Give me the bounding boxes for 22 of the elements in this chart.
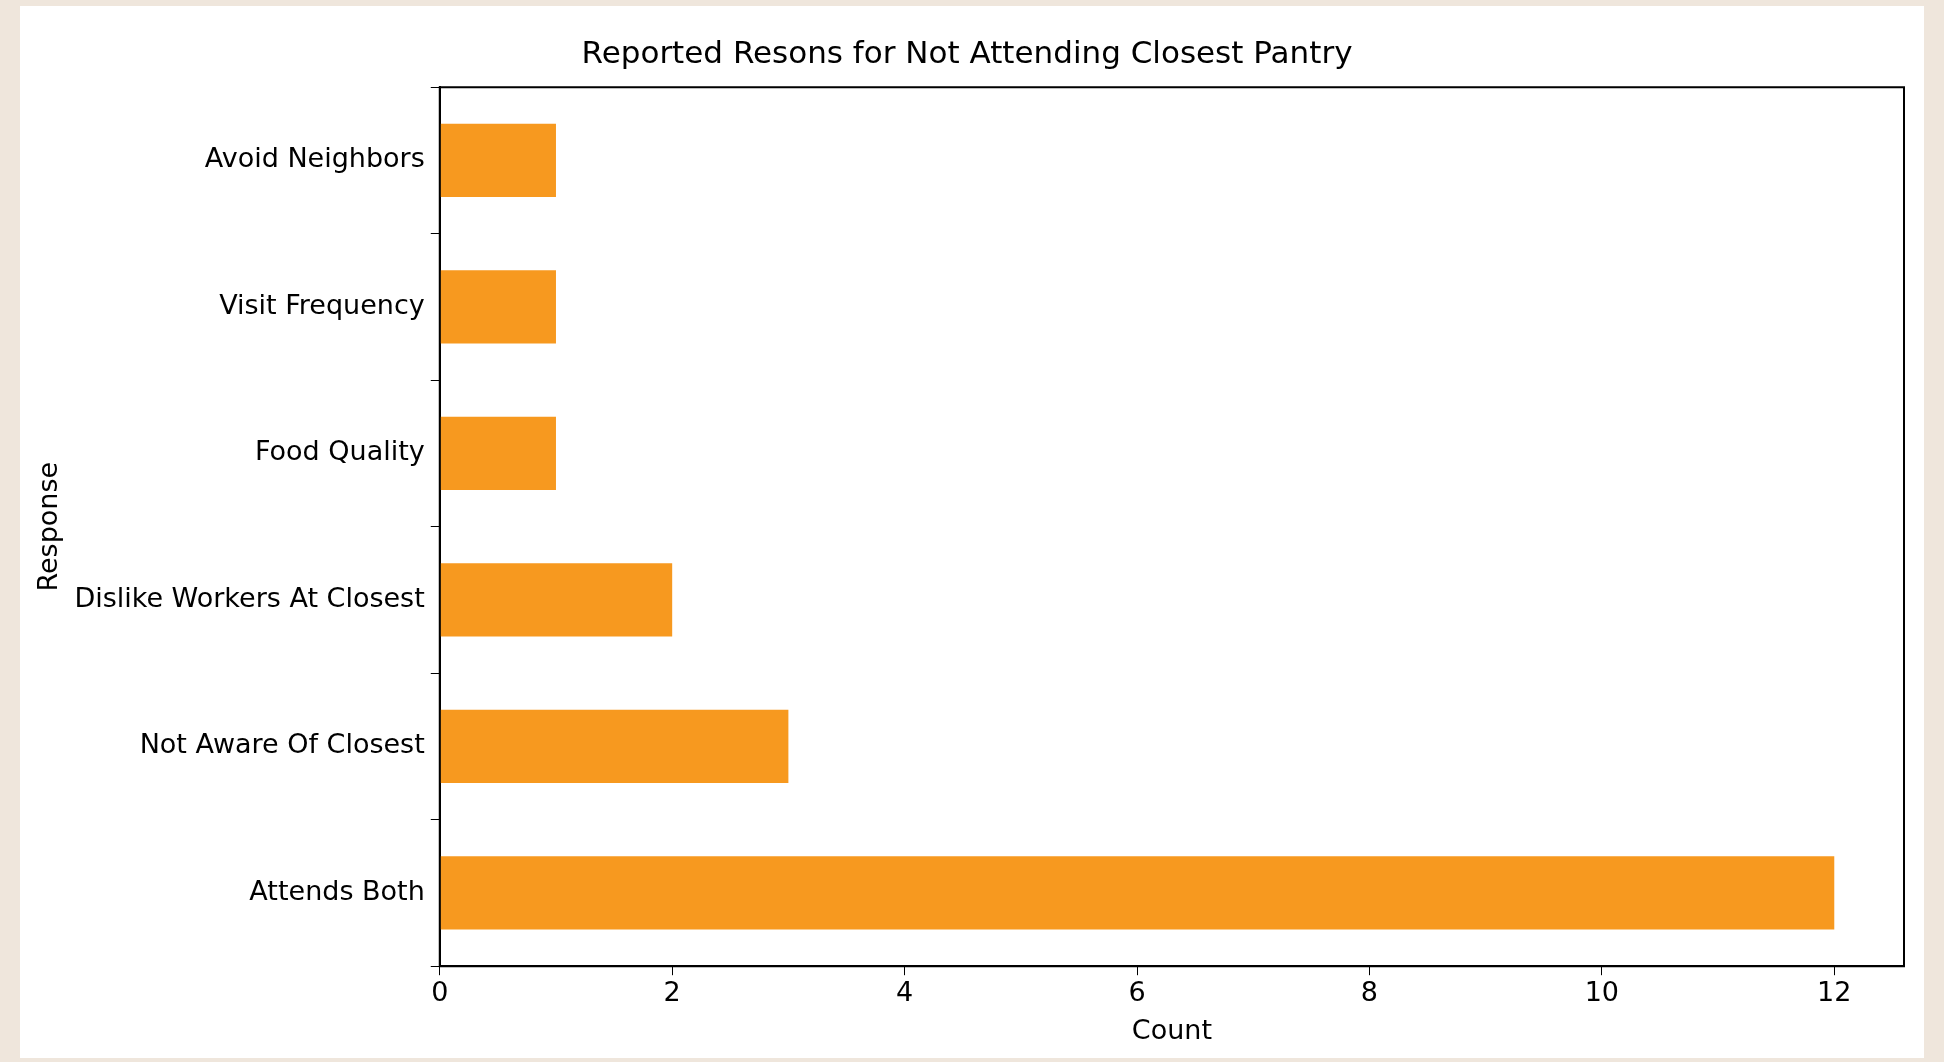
x-tick-label: 2 [663,976,681,1008]
y-tick-label: Food Quality [254,435,425,467]
bar [440,270,556,344]
y-tick-label: Avoid Neighbors [204,142,425,174]
x-tick-label: 10 [1584,976,1620,1008]
x-axis-title: Count [1131,1013,1212,1045]
y-tick-label: Visit Frequency [219,288,425,320]
bar [440,856,1835,930]
y-axis-title: Response [32,461,64,592]
x-tick-label: 8 [1360,976,1379,1008]
y-tick-label: Attends Both [249,874,425,906]
bar [440,416,556,491]
bar [440,563,673,637]
x-tick-label: 12 [1817,976,1852,1008]
x-tick-label: 4 [896,976,914,1008]
chart-title: Reported Resons for Not Attending Closest Pantry [581,33,1353,70]
x-tick-label: 0 [431,976,449,1008]
bar [440,123,556,198]
y-tick-label: Not Aware Of Closest [139,728,425,760]
bar [440,709,789,784]
x-tick-label: 6 [1128,976,1146,1008]
y-tick-label: Dislike Workers At Closest [74,581,425,613]
